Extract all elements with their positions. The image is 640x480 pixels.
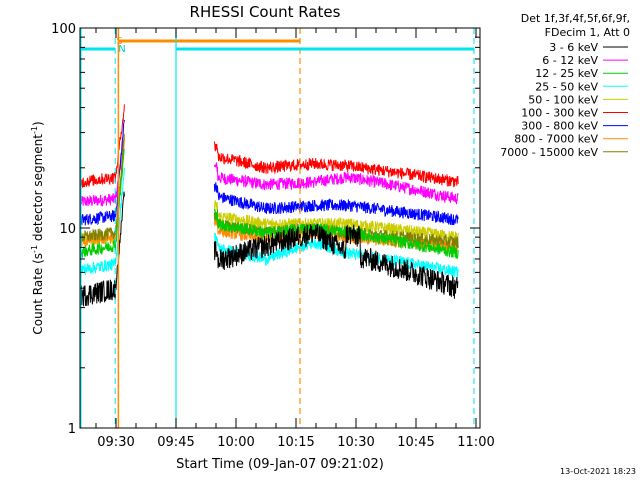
- series-trace-before: [80, 191, 125, 307]
- series-trace-before: [80, 167, 125, 276]
- y-tick-label: 100: [51, 22, 76, 37]
- legend-label: 800 - 7000 keV: [514, 133, 598, 146]
- legend-label: 50 - 100 keV: [528, 93, 598, 106]
- y-label-part3: ): [31, 121, 45, 126]
- series-trace-before: [80, 104, 125, 188]
- x-tick-label: 10:30: [337, 435, 374, 450]
- legend-label: 3 - 6 keV: [549, 41, 598, 54]
- series-trace-before: [80, 138, 125, 207]
- legend-label: 6 - 12 keV: [542, 54, 598, 67]
- y-label-part1: Count Rate (s: [31, 253, 45, 335]
- series-trace-before: [80, 149, 125, 258]
- series-trace-after: [213, 162, 459, 205]
- plot-lines: SN: [80, 28, 475, 428]
- chart-title: RHESSI Count Rates: [190, 3, 341, 21]
- legend-label: 25 - 50 keV: [535, 80, 598, 93]
- legend-label: 12 - 25 keV: [535, 67, 598, 80]
- legend-label: 100 - 300 keV: [521, 107, 598, 120]
- axes: 09:30 09:45 10:00 10:15 10:30 10:45 11:00 1 10 10…: [51, 22, 495, 450]
- legend-label: 7000 - 15000 keV: [500, 146, 598, 159]
- series-trace-before: [80, 119, 125, 226]
- legend: Det 1f,3f,4f,5f,6f,9f, FDecim 1, Att 0 3…: [500, 12, 630, 159]
- series-trace-after: [214, 232, 459, 279]
- series-trace-after: [213, 223, 459, 299]
- y-label-sup2: -1: [30, 126, 39, 134]
- y-tick-label: 10: [59, 222, 76, 237]
- x-tick-label: 10:15: [277, 435, 314, 450]
- x-tick-label: 09:45: [157, 435, 194, 450]
- flag-s: S: [116, 36, 122, 47]
- series-trace-after: [213, 141, 459, 188]
- flag-n: N: [118, 44, 125, 55]
- legend-label: 300 - 800 keV: [521, 120, 598, 133]
- legend-header-decim: FDecim 1, Att 0: [545, 26, 630, 39]
- y-axis-label: Count Rate (s-1 detector segment-1): [30, 121, 45, 334]
- series-trace-after: [213, 199, 459, 243]
- series-trace-after: [213, 208, 459, 260]
- x-tick-label: 11:00: [457, 435, 494, 450]
- y-label-sup1: -1: [30, 245, 39, 253]
- x-axis-label: Start Time (09-Jan-07 09:21:02): [176, 457, 384, 472]
- x-tick-label: 10:00: [217, 435, 254, 450]
- x-tick-label: 09:30: [97, 435, 134, 450]
- x-tick-label: 10:45: [397, 435, 434, 450]
- series-trace-before: [80, 134, 125, 243]
- legend-header-detectors: Det 1f,3f,4f,5f,6f,9f,: [521, 12, 630, 25]
- timestamp: 13-Oct-2021 18:23: [560, 467, 636, 476]
- y-tick-label: 1: [68, 422, 76, 437]
- series-trace-after: [213, 182, 459, 226]
- y-label-part2: detector segment: [31, 134, 45, 245]
